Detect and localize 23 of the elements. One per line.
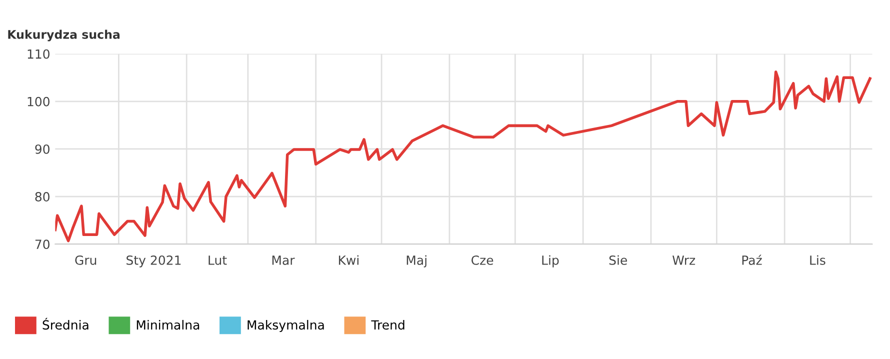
x-tick-label: Lis bbox=[810, 255, 826, 265]
legend-label: Minimalna bbox=[136, 320, 200, 330]
y-tick-label: 80 bbox=[35, 192, 50, 202]
x-tick-label: Mar bbox=[272, 256, 295, 265]
chart-title: Kukurydza sucha bbox=[8, 30, 120, 42]
x-tick-label: Cze bbox=[472, 255, 494, 265]
line-series bbox=[55, 70, 872, 242]
x-tick-label: Wrz bbox=[672, 256, 696, 265]
legend-label: Trend bbox=[371, 320, 404, 330]
y-tick-label: 90 bbox=[35, 144, 50, 154]
y-tick-label: 70 bbox=[35, 240, 50, 250]
x-tick-label: Gru bbox=[75, 255, 96, 265]
x-tick-label: Lut bbox=[208, 256, 227, 265]
x-tick-label: Maj bbox=[406, 255, 426, 268]
legend-label: Średnia bbox=[42, 318, 88, 330]
legend-label: Maksymalna bbox=[248, 320, 324, 332]
x-tick-label: Sie bbox=[609, 255, 627, 265]
x-tick-label: Kwi bbox=[338, 255, 358, 265]
y-tick-label: 110 bbox=[28, 49, 50, 59]
x-tick-label: Sty 2021 bbox=[126, 255, 181, 268]
x-tick-label: Paź bbox=[742, 254, 762, 265]
x-tick-label: Lip bbox=[542, 255, 559, 268]
y-tick-label: 100 bbox=[28, 96, 50, 106]
